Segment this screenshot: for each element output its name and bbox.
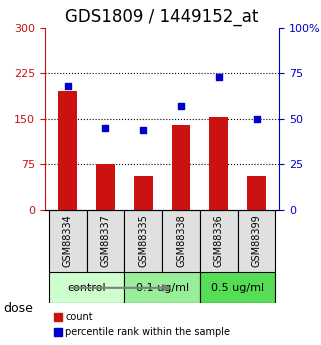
FancyBboxPatch shape	[124, 210, 162, 272]
Text: 0.1 ug/ml: 0.1 ug/ml	[135, 283, 189, 293]
Bar	[209, 117, 228, 210]
FancyBboxPatch shape	[162, 210, 200, 272]
Bar	[58, 91, 77, 210]
Text: dose: dose	[3, 302, 33, 315]
Point	[141, 127, 146, 132]
FancyBboxPatch shape	[200, 272, 275, 303]
Bar	[247, 176, 266, 210]
FancyBboxPatch shape	[49, 272, 124, 303]
Text: GSM88335: GSM88335	[138, 215, 148, 267]
Text: GSM88337: GSM88337	[100, 215, 110, 267]
Legend: count, percentile rank within the sample: count, percentile rank within the sample	[50, 308, 234, 341]
Text: GSM88336: GSM88336	[214, 215, 224, 267]
FancyBboxPatch shape	[238, 210, 275, 272]
FancyBboxPatch shape	[124, 272, 200, 303]
Point	[178, 103, 184, 109]
Text: GSM88399: GSM88399	[252, 215, 262, 267]
Text: 0.5 ug/ml: 0.5 ug/ml	[211, 283, 264, 293]
Point	[254, 116, 259, 121]
Title: GDS1809 / 1449152_at: GDS1809 / 1449152_at	[65, 8, 259, 26]
FancyBboxPatch shape	[87, 210, 124, 272]
Text: control: control	[67, 283, 106, 293]
FancyBboxPatch shape	[200, 210, 238, 272]
Point	[103, 125, 108, 130]
Point	[216, 74, 221, 80]
Text: GSM88338: GSM88338	[176, 215, 186, 267]
Point	[65, 83, 70, 89]
Bar	[171, 125, 190, 210]
Bar	[134, 176, 153, 210]
Bar	[96, 164, 115, 210]
FancyBboxPatch shape	[49, 210, 87, 272]
Text: GSM88334: GSM88334	[63, 215, 73, 267]
